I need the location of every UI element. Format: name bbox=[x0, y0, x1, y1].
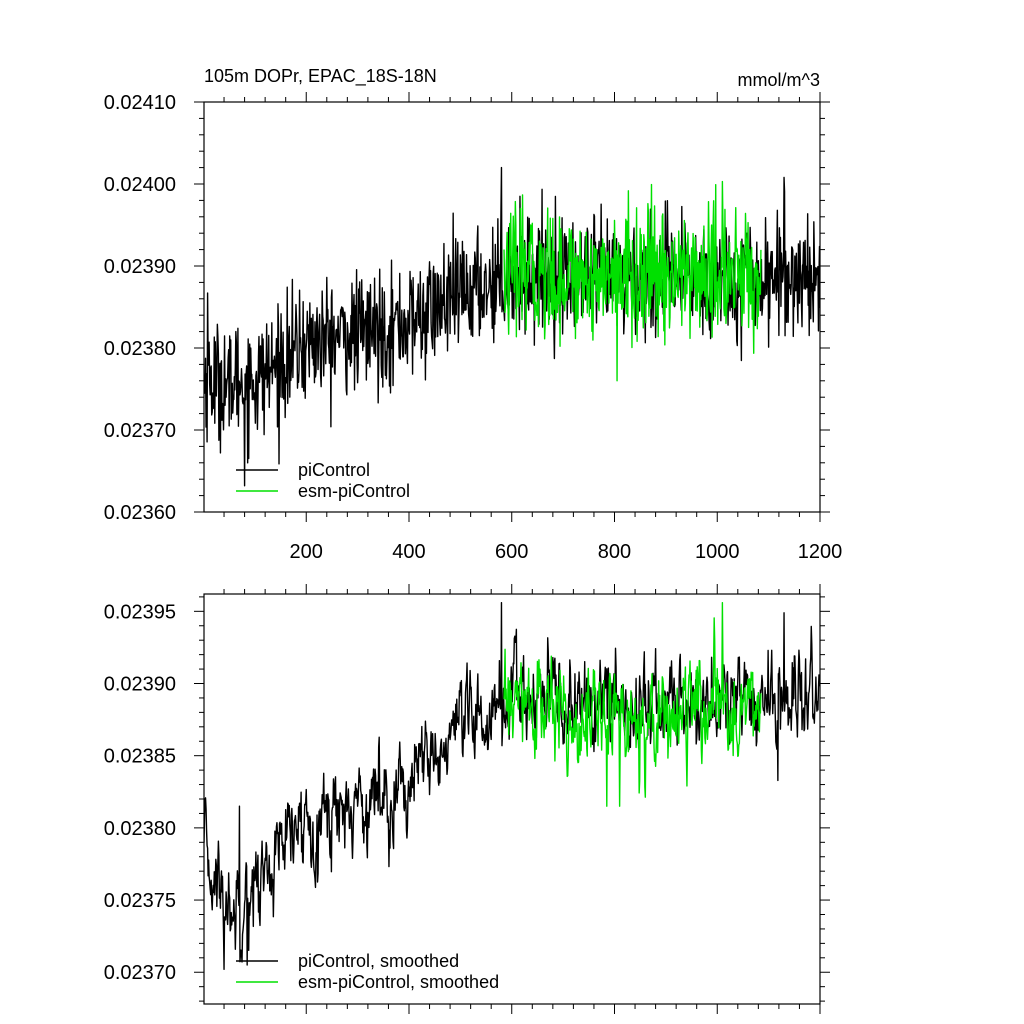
top-series-picontrol bbox=[204, 166, 820, 487]
y-tick-label: 0.02360 bbox=[104, 502, 176, 524]
y-tick-label: 0.02380 bbox=[104, 818, 176, 840]
y-tick-label: 0.02380 bbox=[104, 338, 176, 360]
y-tick-label: 0.02370 bbox=[104, 962, 176, 984]
y-tick-label: 0.02375 bbox=[104, 890, 176, 912]
bottom-panel: 0.02370 0.02375 0.02380 0.02385 0.02390 0.023… bbox=[104, 584, 830, 1014]
x-tick-label: 1000 bbox=[695, 541, 740, 563]
bottom-series-esm-picontrol bbox=[503, 601, 762, 807]
y-tick-label: 0.02370 bbox=[104, 420, 176, 442]
top-panel: 200 400 600 800 1000 1200 0.02360 0.02370 0.0238… bbox=[104, 92, 843, 563]
x-tick-label: 200 bbox=[290, 541, 323, 563]
y-tick-label: 0.02410 bbox=[104, 92, 176, 114]
y-tick-label: 0.02385 bbox=[104, 746, 176, 768]
y-tick-label: 0.02395 bbox=[104, 601, 176, 623]
x-tick-label: 600 bbox=[495, 541, 528, 563]
y-tick-label: 0.02390 bbox=[104, 256, 176, 278]
units-label: mmol/m^3 bbox=[738, 70, 820, 90]
legend-label-esm-picontrol: esm-piControl bbox=[298, 481, 410, 501]
bottom-plot-frame bbox=[203, 593, 821, 1005]
legend-label-esm-picontrol: esm-piControl, smoothed bbox=[298, 972, 499, 992]
y-tick-label: 0.02390 bbox=[104, 674, 176, 696]
bottom-series-picontrol bbox=[204, 601, 820, 971]
x-tick-label: 400 bbox=[392, 541, 425, 563]
legend-label-picontrol: piControl, smoothed bbox=[298, 951, 459, 971]
x-tick-label: 800 bbox=[598, 541, 631, 563]
top-series-esm-picontrol bbox=[503, 180, 762, 382]
chart-title: 105m DOPr, EPAC_18S-18N bbox=[204, 66, 437, 87]
y-tick-label: 0.02400 bbox=[104, 174, 176, 196]
legend-label-picontrol: piControl bbox=[298, 460, 370, 480]
x-tick-label: 1200 bbox=[798, 541, 843, 563]
